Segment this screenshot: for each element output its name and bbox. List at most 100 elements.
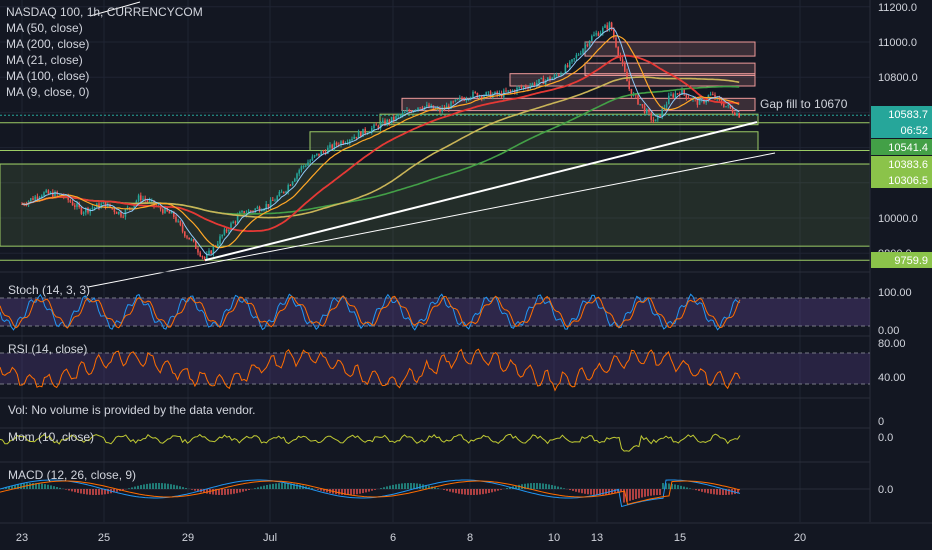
macd-histogram-bar bbox=[284, 483, 286, 489]
candle-body bbox=[52, 192, 54, 198]
trendline bbox=[204, 121, 758, 262]
candle-body bbox=[102, 201, 105, 204]
candle-body bbox=[342, 141, 344, 144]
macd-histogram-bar bbox=[404, 483, 406, 489]
macd-histogram-bar bbox=[203, 489, 205, 493]
macd-histogram-bar bbox=[410, 483, 412, 489]
macd-histogram-bar bbox=[194, 489, 196, 491]
price-badge-label: 10383.6 bbox=[888, 159, 928, 171]
macd-histogram-bar bbox=[644, 489, 646, 497]
candle-body bbox=[485, 92, 487, 96]
candle-body bbox=[331, 144, 333, 149]
candle-body bbox=[113, 208, 116, 212]
macd-histogram-bar bbox=[128, 488, 130, 489]
candle-body bbox=[181, 225, 184, 232]
candle-body bbox=[375, 124, 377, 126]
macd-histogram-bar bbox=[539, 483, 541, 489]
candle-body bbox=[115, 211, 118, 214]
candle-body bbox=[355, 136, 358, 138]
macd-histogram-bar bbox=[734, 489, 736, 495]
y-tick-label: 10800.0 bbox=[878, 72, 918, 84]
macd-histogram-bar bbox=[176, 485, 178, 489]
macd-histogram-bar bbox=[437, 488, 439, 489]
macd-histogram-bar bbox=[677, 485, 679, 489]
macd-histogram-bar bbox=[248, 489, 250, 490]
macd-histogram-bar bbox=[356, 489, 358, 495]
macd-histogram-bar bbox=[227, 489, 229, 495]
macd-histogram-bar bbox=[656, 489, 658, 496]
candle-body bbox=[494, 91, 496, 95]
macd-histogram-bar bbox=[479, 489, 481, 495]
macd-histogram-bar bbox=[320, 489, 322, 491]
price-badge bbox=[871, 139, 932, 155]
macd-line bbox=[0, 479, 741, 508]
candle-body bbox=[551, 77, 553, 80]
candle-body bbox=[738, 113, 740, 118]
macd-histogram-bar bbox=[317, 489, 319, 490]
candle-body bbox=[597, 33, 600, 36]
x-tick-label: 6 bbox=[390, 532, 396, 544]
candle-body bbox=[32, 198, 34, 200]
candle-body bbox=[232, 221, 234, 224]
macd-histogram-bar bbox=[500, 489, 502, 490]
candle-body bbox=[256, 207, 259, 209]
candle-body bbox=[357, 131, 360, 138]
candle-body bbox=[415, 109, 417, 111]
macd-histogram-bar bbox=[632, 489, 634, 500]
macd-histogram-bar bbox=[104, 489, 106, 495]
macd-histogram-bar bbox=[92, 489, 94, 495]
candle-body bbox=[478, 95, 481, 98]
macd-histogram-bar bbox=[344, 489, 346, 495]
candle-body bbox=[593, 34, 595, 37]
macd-histogram-bar bbox=[374, 489, 376, 490]
macd-histogram-bar bbox=[89, 489, 91, 495]
candle-body bbox=[254, 208, 256, 212]
candle-body bbox=[234, 221, 237, 223]
macd-histogram-bar bbox=[29, 483, 31, 489]
candle-body bbox=[87, 208, 89, 213]
macd-histogram-bar bbox=[158, 483, 160, 489]
macd-histogram-bar bbox=[245, 489, 247, 491]
macd-histogram-bar bbox=[17, 484, 19, 489]
candle-body bbox=[672, 94, 674, 98]
macd-histogram-bar bbox=[230, 489, 232, 495]
candle-body bbox=[162, 209, 164, 214]
candle-body bbox=[520, 87, 523, 89]
candle-body bbox=[353, 136, 355, 139]
candle-body bbox=[571, 59, 573, 62]
macd-histogram-bar bbox=[554, 485, 556, 489]
macd-histogram-bar bbox=[473, 489, 475, 495]
macd-histogram-bar bbox=[185, 487, 187, 489]
y-tick-label: 10000.0 bbox=[878, 213, 918, 225]
ma-100-label: MA (100, close) bbox=[6, 69, 90, 83]
macd-histogram-bar bbox=[50, 485, 52, 489]
macd-histogram-bar bbox=[59, 487, 61, 489]
macd-histogram-bar bbox=[326, 489, 328, 493]
candle-body bbox=[450, 101, 452, 109]
candle-body bbox=[69, 200, 72, 203]
x-tick-label: 8 bbox=[467, 532, 473, 544]
price-badge-label: 06:52 bbox=[900, 125, 928, 137]
macd-histogram-bar bbox=[44, 484, 46, 489]
candle-body bbox=[531, 83, 534, 86]
macd-histogram-bar bbox=[728, 489, 730, 495]
ma-21-label: MA (21, close) bbox=[6, 53, 83, 67]
macd-histogram-bar bbox=[389, 485, 391, 489]
macd-histogram-bar bbox=[107, 489, 109, 494]
candle-body bbox=[727, 105, 729, 107]
macd-histogram-bar bbox=[425, 484, 427, 489]
macd-histogram-bar bbox=[281, 483, 283, 489]
candle-body bbox=[258, 207, 261, 212]
candle-body bbox=[465, 99, 468, 101]
candle-body bbox=[646, 109, 648, 113]
candle-body bbox=[553, 75, 556, 78]
macd-histogram-bar bbox=[443, 489, 445, 490]
candle-body bbox=[652, 119, 655, 122]
candle-body bbox=[566, 65, 569, 67]
candle-body bbox=[663, 107, 666, 109]
macd-histogram-bar bbox=[569, 489, 571, 491]
macd-histogram-bar bbox=[491, 489, 493, 493]
macd-histogram-bar bbox=[650, 489, 652, 496]
candle-body bbox=[712, 94, 714, 96]
